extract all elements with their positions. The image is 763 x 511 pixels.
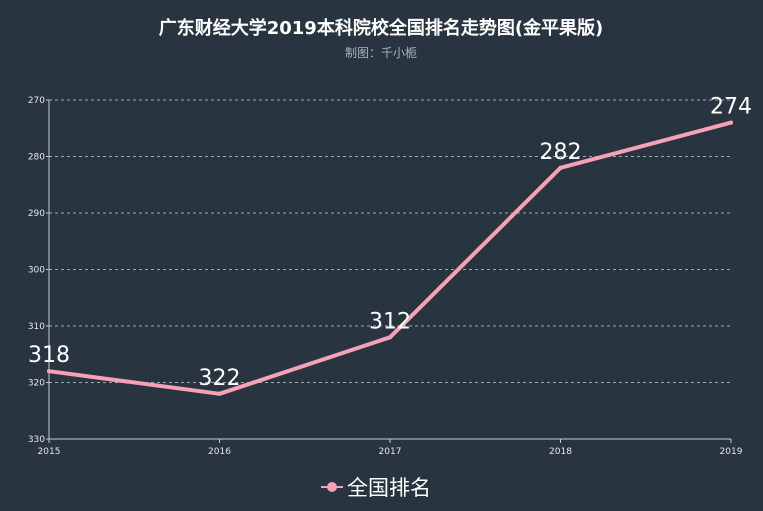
legend[interactable]: 全国排名 xyxy=(321,476,431,500)
data-labels: 318 322 312 282 274 xyxy=(28,95,752,391)
x-tick-label: 2019 xyxy=(720,447,743,457)
data-point[interactable] xyxy=(217,391,222,396)
data-point[interactable] xyxy=(47,369,51,374)
data-point[interactable] xyxy=(388,335,392,340)
y-tick-label: 320 xyxy=(28,379,45,389)
data-label: 282 xyxy=(540,140,582,165)
axes: 270 280 290 300 310 320 330 2015 2016 2017 2018 201… xyxy=(28,96,743,457)
data-point[interactable] xyxy=(729,120,733,125)
data-label: 318 xyxy=(28,343,70,368)
x-tick-label: 2016 xyxy=(208,447,231,457)
legend-item-label: 全国排名 xyxy=(347,476,431,500)
y-tick-label: 330 xyxy=(28,435,45,445)
y-tick-label: 280 xyxy=(28,153,45,163)
chart-subtitle: 制图：千小栀 xyxy=(345,46,417,60)
x-tick-label: 2017 xyxy=(379,447,402,457)
data-label: 322 xyxy=(199,366,241,391)
x-tick-label: 2018 xyxy=(549,447,572,457)
chart-title: 广东财经大学2019本科院校全国排名走势图(金平果版) xyxy=(159,17,604,39)
y-tick-label: 270 xyxy=(28,96,45,106)
series-group xyxy=(47,120,733,396)
y-tick-label: 300 xyxy=(28,266,45,276)
data-point[interactable] xyxy=(558,165,563,170)
legend-dot-marker xyxy=(327,482,337,492)
x-tick-label: 2015 xyxy=(38,447,61,457)
y-tick-label: 310 xyxy=(28,322,45,332)
grid-lines xyxy=(49,99,731,383)
y-tick-label: 290 xyxy=(28,209,45,219)
series-line xyxy=(47,120,733,396)
data-label: 312 xyxy=(369,309,411,334)
data-label: 274 xyxy=(710,95,752,120)
